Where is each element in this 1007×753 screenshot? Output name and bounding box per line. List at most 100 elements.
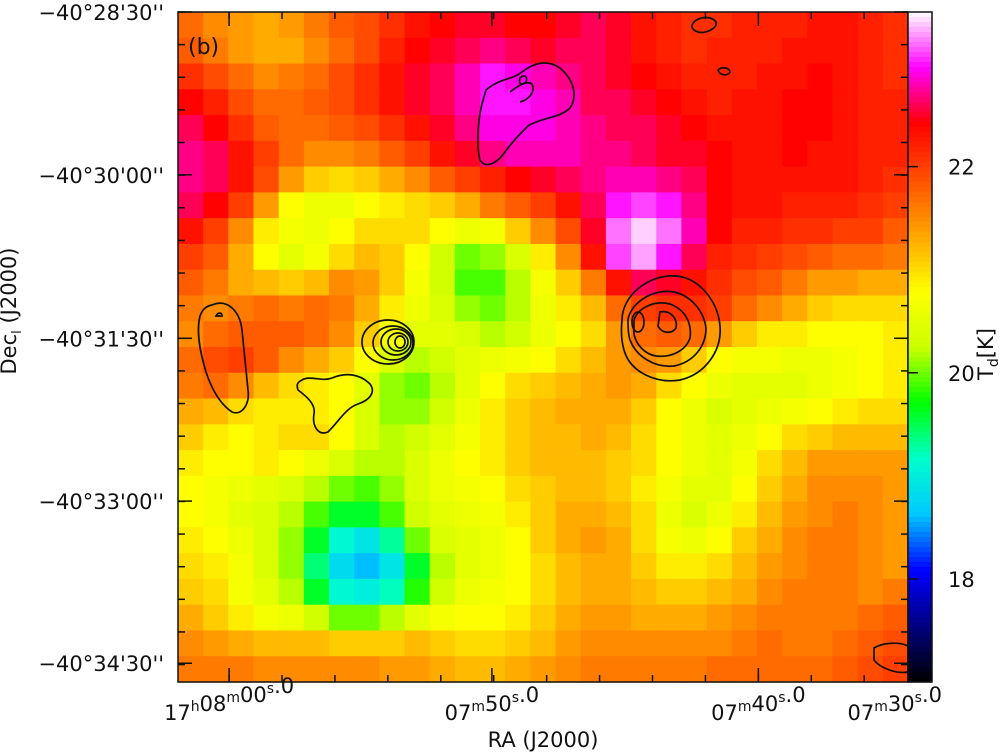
heatmap-cell bbox=[253, 295, 280, 322]
colorbar-segment bbox=[908, 367, 932, 373]
colorbar-segment bbox=[908, 422, 932, 428]
colorbar-segment bbox=[908, 537, 932, 543]
contour-north bbox=[476, 62, 575, 166]
colorbar-segment bbox=[908, 327, 932, 333]
heatmap-cell bbox=[555, 372, 582, 400]
heatmap-cell bbox=[404, 115, 431, 142]
heatmap-cell bbox=[731, 37, 758, 65]
colorbar-segment bbox=[908, 237, 932, 243]
heatmap-cell bbox=[681, 553, 708, 580]
heatmap-cell bbox=[379, 192, 406, 219]
heatmap-cell bbox=[656, 37, 683, 65]
heatmap-cell bbox=[731, 243, 758, 271]
heatmap-cell bbox=[832, 321, 859, 348]
heatmap-cell bbox=[832, 218, 859, 245]
heatmap-cell bbox=[228, 578, 255, 606]
heatmap-cell bbox=[480, 166, 506, 193]
heatmap-cell bbox=[631, 424, 657, 451]
heatmap-cell bbox=[178, 37, 204, 65]
heatmap-cell bbox=[681, 192, 708, 219]
heatmap-cell bbox=[782, 63, 808, 90]
colorbar-segment bbox=[908, 587, 932, 593]
heatmap-cell bbox=[882, 398, 909, 425]
heatmap-cell bbox=[329, 12, 355, 39]
heatmap-cell bbox=[354, 295, 380, 322]
heatmap-cell bbox=[354, 630, 380, 657]
colorbar-segment bbox=[908, 632, 932, 638]
heatmap-cell bbox=[303, 89, 330, 116]
heatmap-cell bbox=[706, 140, 733, 168]
heatmap-cell bbox=[178, 656, 204, 683]
heatmap-cell bbox=[731, 140, 758, 168]
heatmap-cell bbox=[454, 450, 481, 477]
colorbar-segment bbox=[908, 642, 932, 648]
heatmap-cell bbox=[303, 243, 330, 271]
heatmap-cell bbox=[354, 398, 380, 425]
heatmap-cell bbox=[555, 12, 582, 39]
heatmap-cell bbox=[429, 527, 456, 554]
colorbar-segment bbox=[908, 242, 932, 248]
heatmap-cell bbox=[329, 321, 355, 348]
heatmap-cell bbox=[832, 115, 859, 142]
heatmap-cell bbox=[379, 295, 406, 322]
heatmap-cell bbox=[278, 89, 305, 116]
heatmap-cell bbox=[404, 630, 431, 657]
heatmap-cell bbox=[605, 218, 632, 245]
colorbar-segment bbox=[908, 647, 932, 653]
heatmap-cell bbox=[379, 243, 406, 271]
heatmap-cell bbox=[555, 295, 582, 322]
heatmap-cell bbox=[731, 295, 758, 322]
heatmap-cell bbox=[454, 501, 481, 528]
heatmap-cell bbox=[228, 166, 255, 193]
heatmap-cell bbox=[731, 553, 758, 580]
heatmap-cell bbox=[253, 424, 280, 451]
heatmap-cell bbox=[480, 578, 506, 606]
heatmap-cell bbox=[882, 89, 909, 116]
heatmap-cell bbox=[329, 553, 355, 580]
heatmap-cell bbox=[731, 398, 758, 425]
heatmap-cell bbox=[303, 295, 330, 322]
heatmap-cell bbox=[429, 372, 456, 400]
heatmap-cell bbox=[329, 243, 355, 271]
heatmap-cell bbox=[631, 218, 657, 245]
heatmap-cell bbox=[429, 656, 456, 683]
colorbar-segment bbox=[908, 427, 932, 433]
heatmap-cell bbox=[278, 424, 305, 451]
heatmap-cell bbox=[857, 12, 884, 39]
colorbar-segment bbox=[908, 137, 932, 143]
heatmap-cell bbox=[555, 140, 582, 168]
heatmap-cell bbox=[354, 243, 380, 271]
heatmap-cell bbox=[580, 656, 607, 683]
colorbar-frame bbox=[907, 11, 933, 683]
heatmap-cell bbox=[782, 218, 808, 245]
heatmap-cell bbox=[505, 269, 532, 297]
heatmap-cell bbox=[756, 475, 783, 503]
heatmap-cell bbox=[756, 398, 783, 425]
heatmap-cell bbox=[329, 295, 355, 322]
colorbar-segment bbox=[908, 417, 932, 423]
heatmap-cell bbox=[832, 398, 859, 425]
colorbar-segment bbox=[908, 552, 932, 558]
heatmap-cell bbox=[530, 166, 557, 193]
heatmap-cell bbox=[480, 347, 506, 374]
heatmap-cell bbox=[731, 656, 758, 683]
heatmap-cell bbox=[178, 347, 204, 374]
heatmap-cell bbox=[228, 347, 255, 374]
heatmap-cell bbox=[505, 140, 532, 168]
heatmap-cell bbox=[731, 115, 758, 142]
heatmap-cell bbox=[580, 347, 607, 374]
contour-source-a-5 bbox=[394, 335, 406, 349]
heatmap-cell bbox=[354, 89, 380, 116]
heatmap-cell bbox=[631, 166, 657, 193]
heatmap-cell bbox=[203, 218, 229, 245]
heatmap-cell bbox=[429, 12, 456, 39]
heatmap-cell bbox=[555, 166, 582, 193]
colorbar-segment bbox=[908, 462, 932, 468]
heatmap-cell bbox=[303, 115, 330, 142]
colorbar-segment bbox=[908, 677, 932, 683]
heatmap-cell bbox=[480, 604, 506, 632]
heatmap-cell bbox=[203, 63, 229, 90]
heatmap-cell bbox=[354, 424, 380, 451]
y-tick-label: −40°30'00'' bbox=[38, 164, 164, 188]
heatmap-cell bbox=[228, 12, 255, 39]
